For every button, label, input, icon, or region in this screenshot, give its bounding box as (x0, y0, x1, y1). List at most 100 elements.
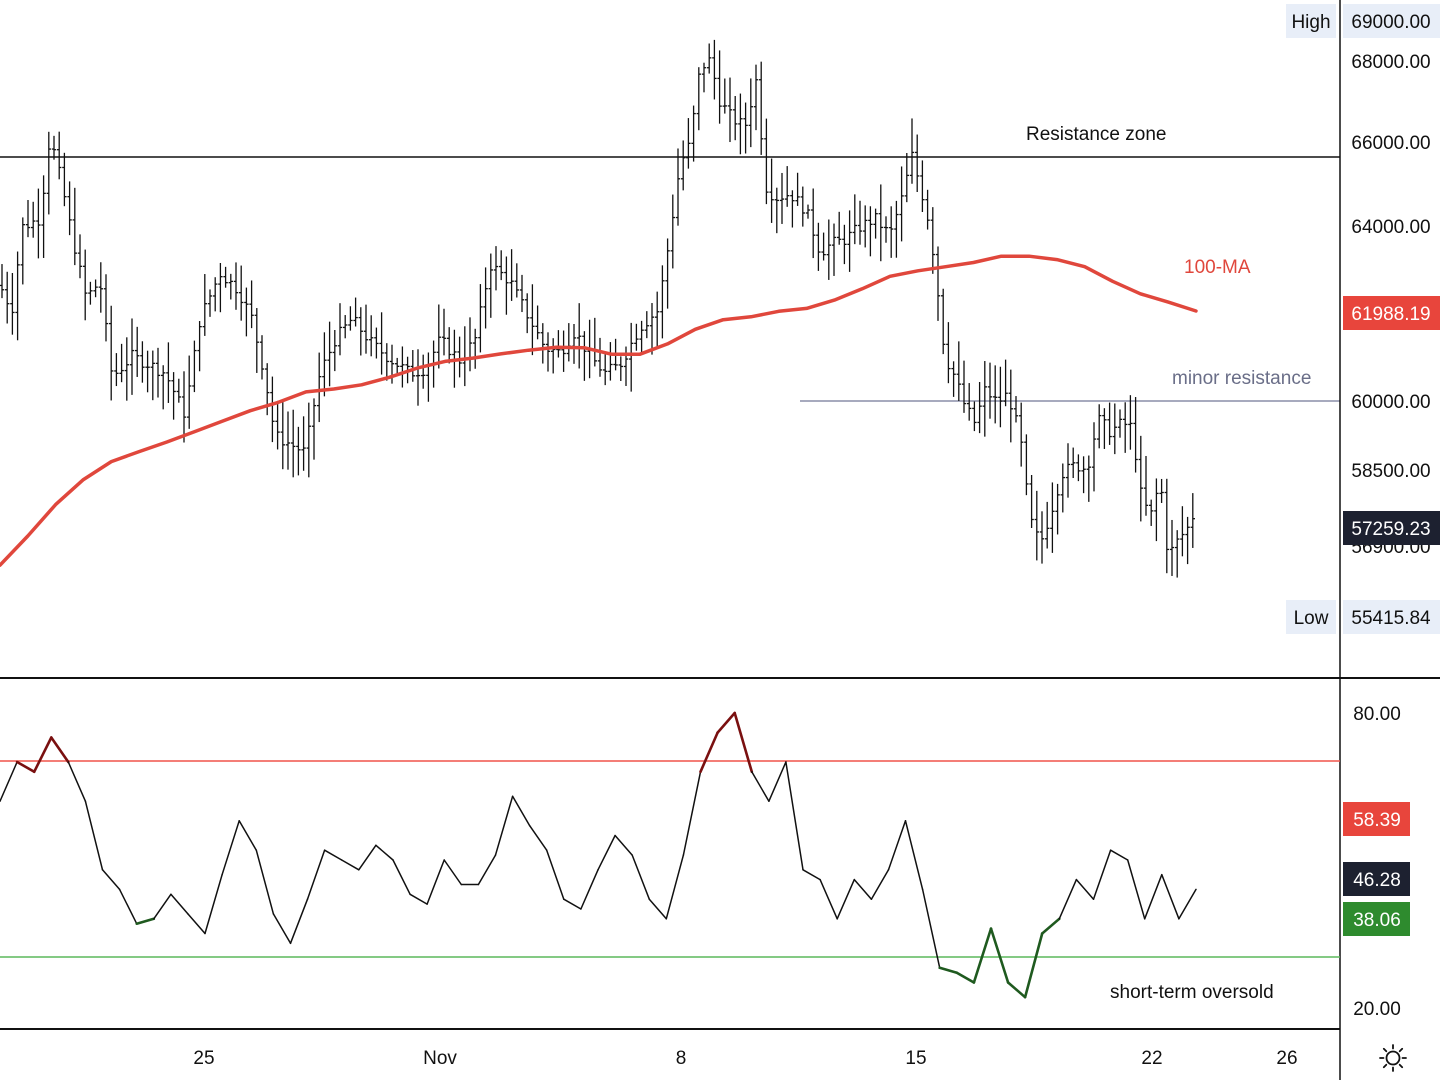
candle (525, 293, 530, 334)
candle (1143, 455, 1149, 516)
candle (556, 330, 561, 358)
candle (707, 43, 712, 74)
candle (415, 349, 421, 406)
candle (852, 194, 857, 245)
rsi-segment (443, 859, 463, 886)
candle (961, 360, 967, 413)
candle (993, 365, 998, 424)
candle (982, 361, 987, 437)
candle (795, 172, 800, 206)
candle (951, 361, 956, 397)
candle (51, 135, 57, 160)
candle (712, 39, 717, 100)
candle (129, 318, 135, 395)
candle (681, 140, 686, 191)
candle (311, 398, 317, 460)
rsi-segment (477, 854, 497, 886)
candle (473, 328, 478, 369)
resistance-zone-label: Resistance zone (1026, 124, 1166, 145)
low-value-bg (1343, 600, 1440, 634)
rsi-segment (1126, 859, 1146, 920)
rsi-segment (1109, 849, 1129, 861)
candle (805, 204, 811, 219)
rsi-segment (221, 820, 240, 876)
candle (462, 326, 467, 387)
candle (571, 323, 577, 364)
candle (213, 277, 218, 312)
last-price-badge: 57259.23 (1351, 519, 1430, 540)
candle (1107, 402, 1112, 445)
minor-resistance-label: minor resistance (1172, 368, 1311, 389)
rsi-tick: 20.00 (1353, 999, 1401, 1020)
rsi-segment (699, 731, 719, 774)
candle (644, 311, 649, 339)
candle (20, 217, 25, 285)
candle (421, 354, 426, 389)
rsi-segment (836, 878, 856, 920)
rsi-segment (921, 888, 941, 969)
candle (15, 251, 20, 341)
candle (181, 371, 187, 443)
candle (374, 327, 379, 359)
candle (1076, 454, 1081, 482)
candle (863, 205, 868, 248)
candle (535, 305, 540, 340)
candle (837, 211, 842, 245)
candle (31, 201, 36, 238)
time-axis[interactable]: 25 Nov 8 15 22 26 (193, 1048, 1297, 1069)
candle (332, 329, 337, 372)
rsi-segment (306, 849, 326, 900)
rsi-segment (682, 771, 702, 856)
candle (717, 50, 722, 124)
candle (753, 64, 759, 131)
candle (722, 78, 727, 114)
candle (691, 105, 696, 162)
rsi-segment (494, 795, 514, 856)
rsi-segment (238, 820, 258, 851)
settings-gear-icon[interactable] (1378, 1043, 1408, 1073)
candle (857, 200, 863, 245)
candle (10, 272, 15, 335)
candle (483, 267, 488, 329)
rsi-segment (819, 878, 838, 920)
candle (1019, 402, 1024, 467)
candle (904, 152, 909, 203)
rsi-segment (648, 898, 668, 920)
candle (400, 346, 405, 388)
candle (155, 347, 161, 398)
rsi-segment (340, 859, 360, 871)
candle (1185, 516, 1190, 565)
candle (124, 337, 129, 401)
rsi-segment (67, 761, 87, 802)
candle (5, 271, 10, 324)
rsi-segment (32, 736, 53, 774)
ma-badge: 61988.19 (1351, 304, 1430, 325)
candle (114, 353, 119, 387)
rsi-segment (528, 824, 548, 851)
rsi-axis[interactable]: 80.00 20.00 58.39 46.28 38.06 (1343, 704, 1410, 1020)
candle (135, 326, 140, 377)
rsi-segment (118, 888, 138, 925)
price-panel[interactable]: Resistance zone 100-MA minor resistance (0, 39, 1340, 578)
candle (920, 160, 925, 213)
candle (551, 338, 556, 374)
candle (1112, 403, 1117, 455)
candle (343, 315, 348, 339)
candle (649, 303, 655, 355)
time-tick: Nov (423, 1048, 457, 1069)
time-tick: 25 (193, 1048, 214, 1069)
rsi-segment (101, 869, 121, 891)
candle (915, 134, 920, 193)
rsi-panel[interactable]: short-term oversold (0, 711, 1340, 1003)
candle (842, 224, 847, 265)
candle (493, 246, 499, 291)
rsi-segment (170, 893, 189, 915)
candle (1159, 478, 1164, 503)
candle (769, 158, 774, 223)
price-tick: 66000.00 (1351, 133, 1430, 154)
rsi-badge-dark-bg (1343, 862, 1410, 896)
candle (686, 118, 691, 169)
candle (1164, 478, 1169, 574)
price-axis[interactable]: High 69000.00 68000.00 66000.00 64000.00… (1286, 4, 1440, 634)
